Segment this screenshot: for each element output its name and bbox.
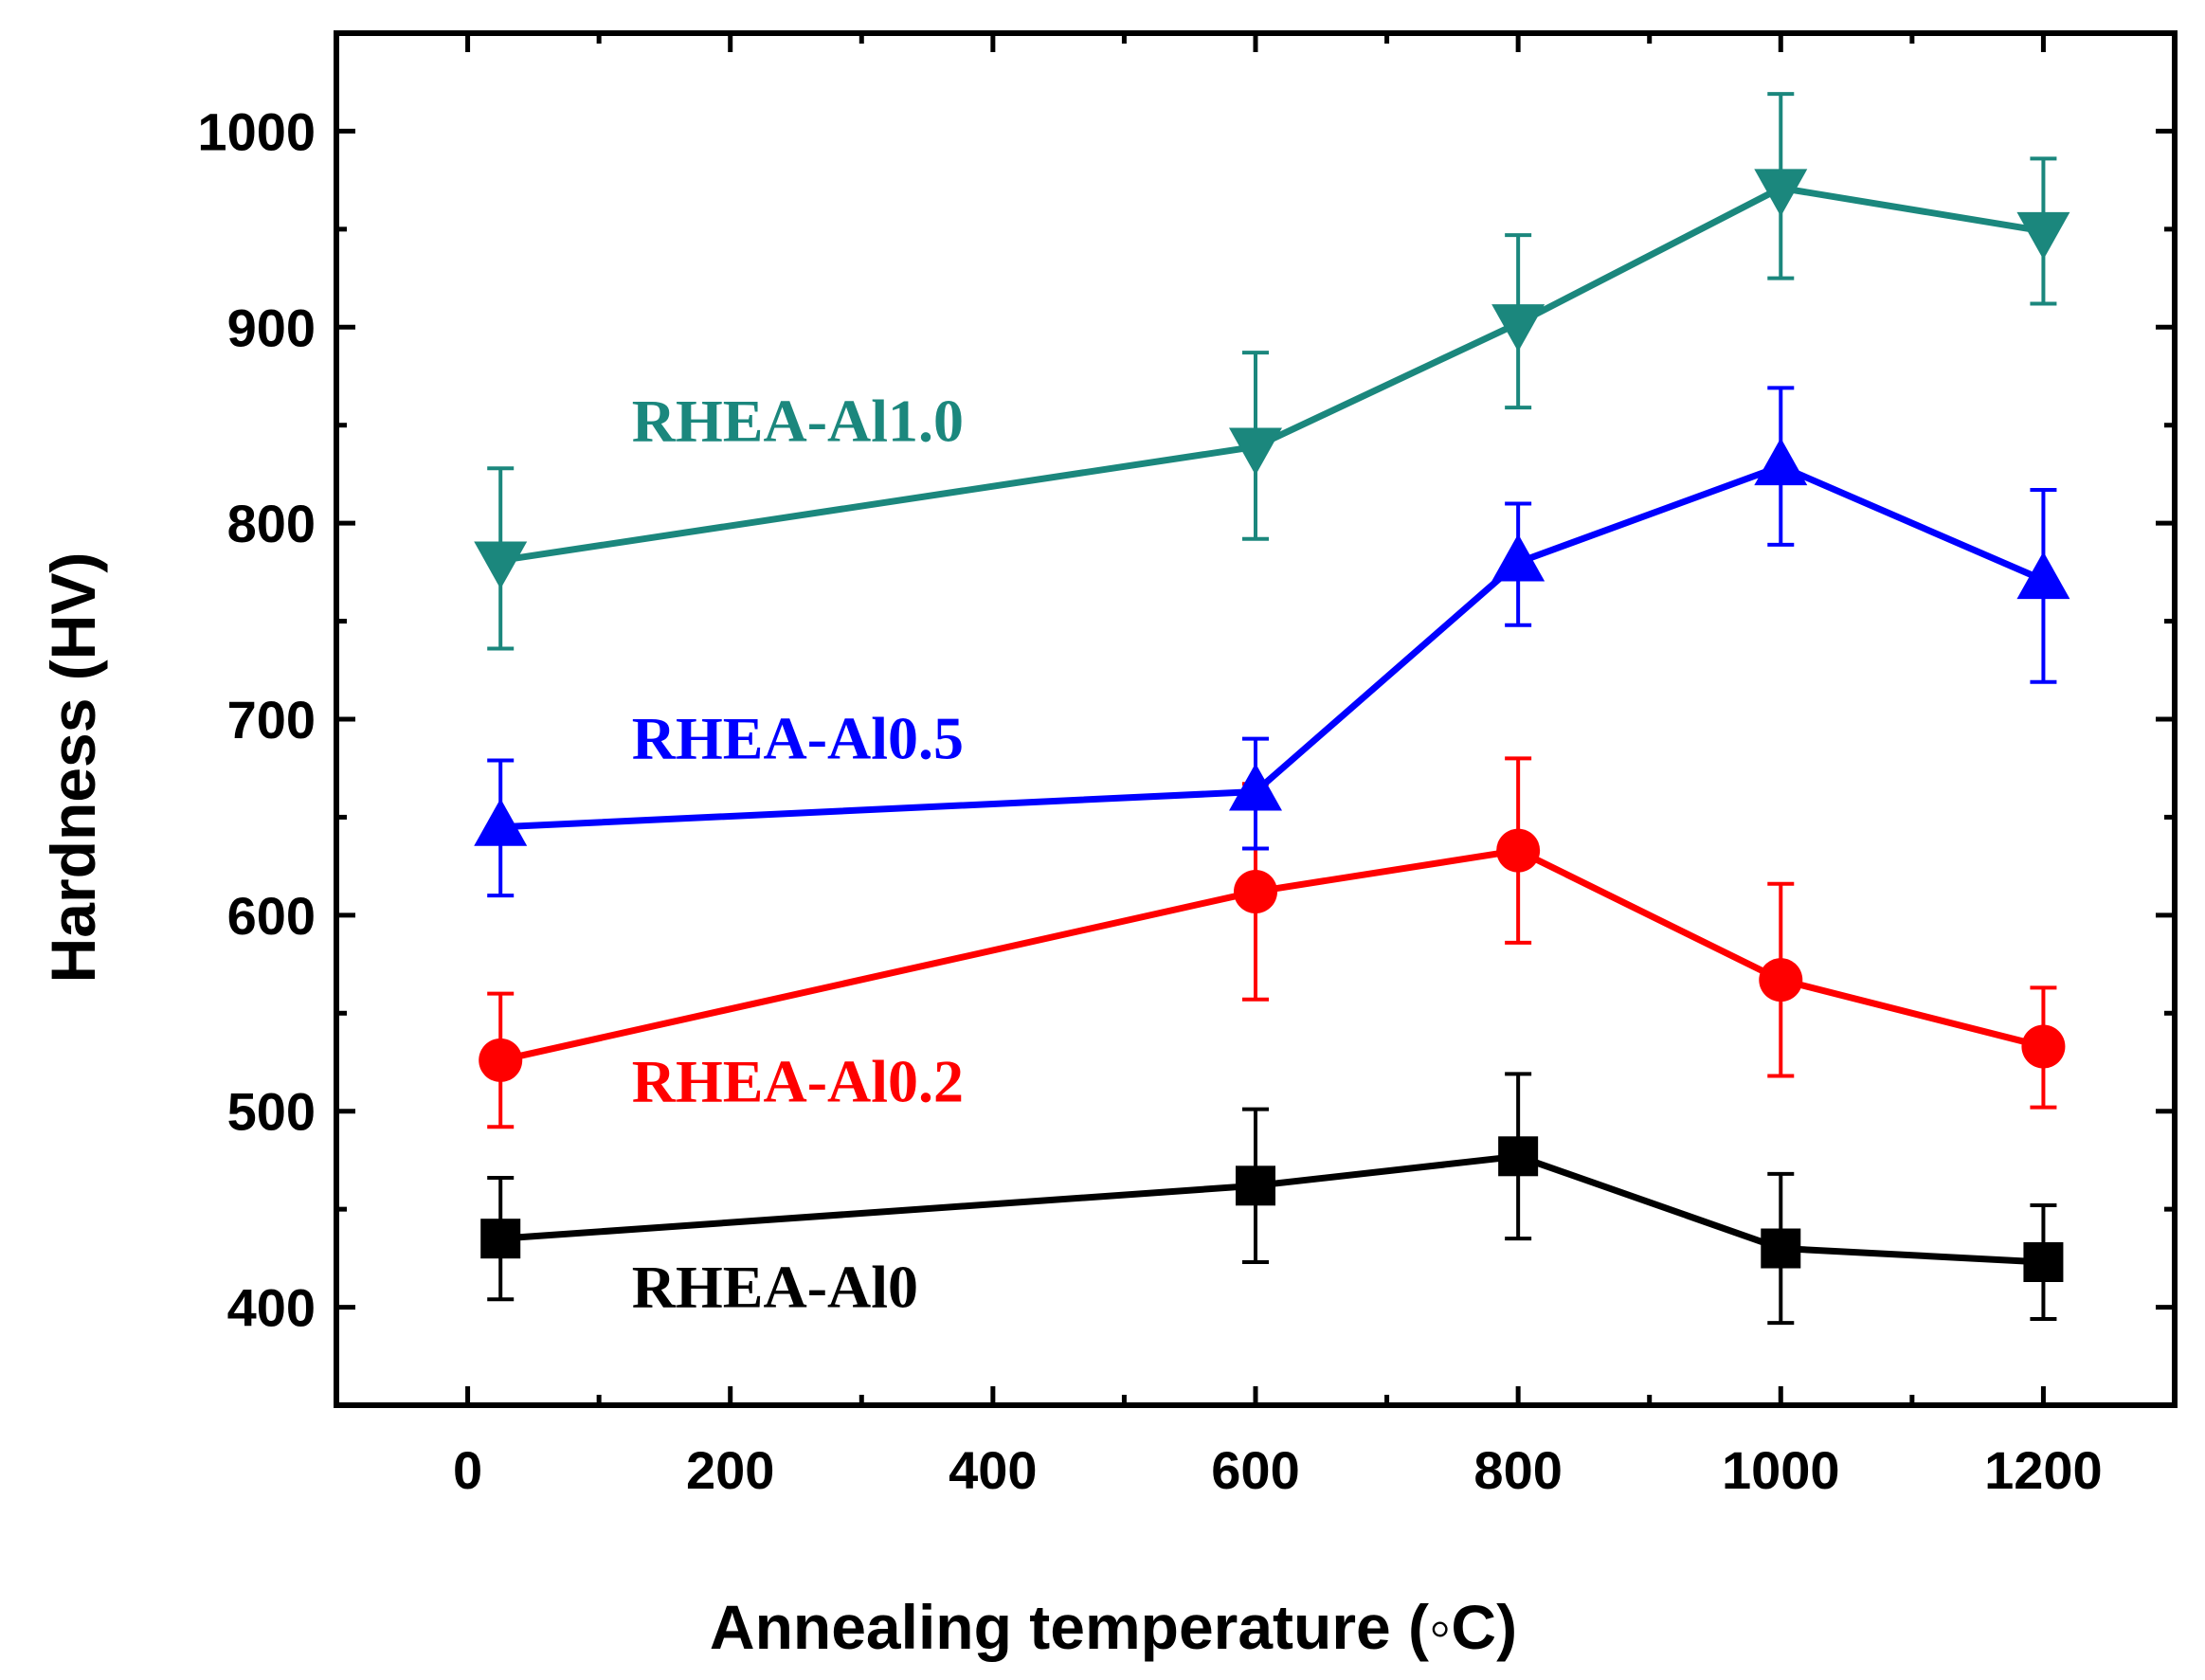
y-tick-label: 600: [227, 886, 316, 946]
data-point-square: [1498, 1136, 1539, 1177]
x-tick-label: 400: [949, 1440, 1037, 1500]
data-point-triangle-down: [1229, 427, 1282, 476]
data-point-square: [1236, 1165, 1275, 1206]
data-point-square: [1761, 1228, 1801, 1269]
data-point-circle: [1234, 870, 1277, 914]
data-point-circle: [1496, 828, 1541, 873]
series-label: RHEA-Al1.0: [632, 387, 964, 454]
x-tick-label: 800: [1473, 1440, 1562, 1500]
series-label: RHEA-Al0: [632, 1254, 918, 1321]
y-tick-label: 700: [227, 690, 316, 750]
data-point-circle: [2021, 1024, 2066, 1069]
y-tick-label: 500: [227, 1082, 316, 1142]
data-point-triangle-down: [1491, 304, 1545, 352]
data-point-triangle-up: [1229, 763, 1282, 811]
x-tick-label: 600: [1211, 1440, 1299, 1500]
series-line: [499, 184, 2044, 564]
y-tick-label: 900: [227, 298, 316, 357]
x-tick-label: 1200: [1984, 1440, 2103, 1500]
series-rhea-al0-2: [479, 756, 2066, 1129]
y-tick-label: 800: [227, 494, 316, 553]
data-point-circle: [1759, 958, 1803, 1003]
series-rhea-al1-0: [474, 92, 2070, 651]
series-line: [500, 462, 2045, 831]
series-label: RHEA-Al0.5: [632, 704, 964, 771]
data-point-square: [480, 1219, 521, 1259]
y-axis-title: Hardness (HV): [38, 552, 108, 984]
series-label: RHEA-Al0.2: [632, 1047, 964, 1114]
data-point-triangle-up: [1491, 533, 1545, 582]
data-point-circle: [479, 1038, 523, 1082]
data-point-triangle-down: [474, 541, 528, 589]
series-rhea-al0-5: [474, 386, 2070, 898]
data-point-triangle-up: [474, 798, 528, 846]
series-labels: RHEA-Al0 RHEA-Al0.2 RHEA-Al0.5 RHEA-Al1.0: [632, 387, 964, 1320]
x-tick-label: 1000: [1722, 1440, 1840, 1500]
x-tick-label: 200: [686, 1440, 774, 1500]
data-point-square: [2023, 1241, 2064, 1282]
data-point-triangle-up: [1754, 438, 1808, 486]
data-point-triangle-up: [2016, 551, 2070, 600]
series-rhea-al0: [480, 1072, 2064, 1326]
y-axis: 400 500 600 700 800 900 1000: [197, 30, 2175, 1408]
data-point-triangle-down: [1754, 169, 1808, 217]
data-point-triangle-down: [2016, 211, 2070, 260]
x-axis: 0 200 400 600 800 1000 1200: [334, 33, 2178, 1500]
y-tick-label: 1000: [197, 101, 316, 161]
series-layer: [474, 92, 2070, 1326]
y-tick-label: 400: [227, 1278, 316, 1338]
x-axis-title: Annealing temperature (◦C): [710, 1592, 1517, 1662]
x-tick-label: 0: [453, 1440, 482, 1500]
